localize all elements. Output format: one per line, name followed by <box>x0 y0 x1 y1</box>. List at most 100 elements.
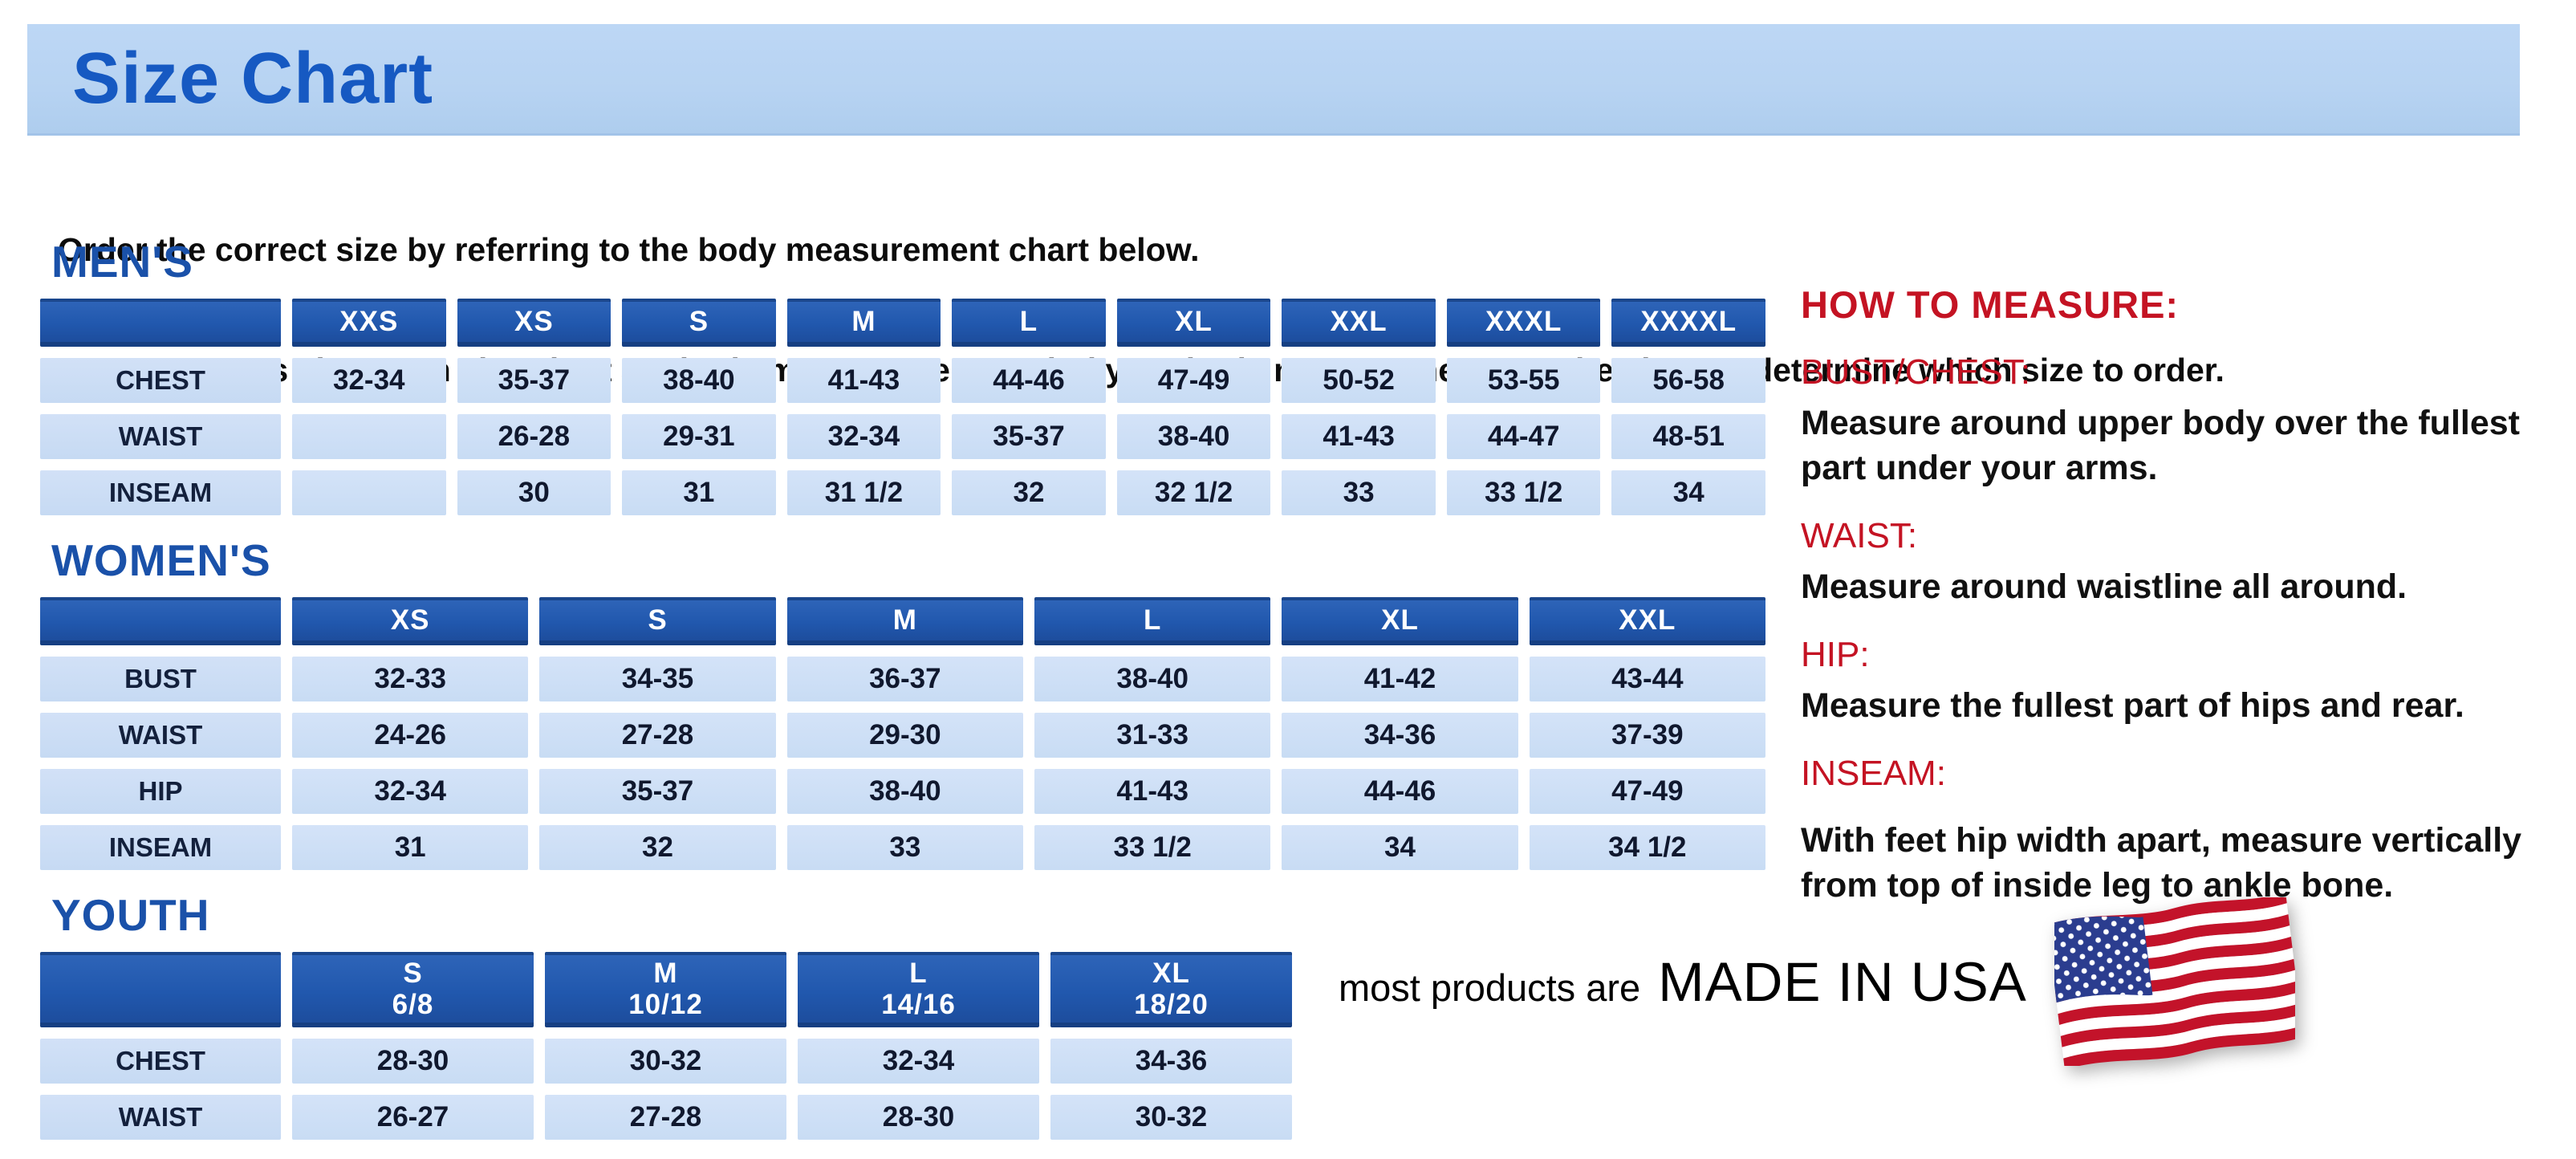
size-value-cell: 37-39 <box>1529 713 1765 758</box>
section-heading-womens: WOMEN'S <box>51 535 271 585</box>
intro-line-1: Order the correct size by referring to t… <box>58 231 1200 268</box>
measure-item-label: WAIST: <box>1801 516 1918 555</box>
size-value-cell: 31 <box>622 470 776 515</box>
column-header-cell: XXXXL <box>1611 299 1765 347</box>
size-value-cell: 44-46 <box>1282 769 1518 814</box>
size-value-cell: 32-34 <box>798 1039 1039 1084</box>
column-header-cell: M 10/12 <box>545 952 786 1027</box>
column-header-cell: XL <box>1116 299 1271 347</box>
size-value-cell: 27-28 <box>539 713 776 758</box>
size-value-cell: 43-44 <box>1529 657 1765 702</box>
size-value-cell: 35-37 <box>457 358 611 403</box>
row-label-cell: WAIST <box>40 1095 281 1140</box>
measure-item-label: BUST/CHEST: <box>1801 352 2031 392</box>
column-header-cell: XXL <box>1282 299 1436 347</box>
measure-item-label: INSEAM: <box>1801 754 1946 793</box>
size-value-cell: 38-40 <box>622 358 776 403</box>
size-value-cell: 44-46 <box>952 358 1106 403</box>
measure-item-text: Measure the fullest part of hips and rea… <box>1801 686 2464 725</box>
size-value-cell: 34 <box>1282 825 1518 870</box>
size-value-cell: 53-55 <box>1446 358 1601 403</box>
made-in-usa-note: most products are MADE IN USA <box>1339 897 2295 1066</box>
size-value-cell: 26-27 <box>292 1095 534 1140</box>
size-value-cell: 41-43 <box>786 358 941 403</box>
row-label-cell: INSEAM <box>40 825 281 870</box>
youth-size-table: S 6/8 M 10/12 L 14/16 XL 18/20 CHEST 28-30 30-… <box>40 952 1292 1140</box>
measure-item-label: HIP: <box>1801 635 1870 674</box>
size-value-cell: 38-40 <box>1034 657 1271 702</box>
column-header-cell: L <box>1034 597 1271 645</box>
size-value-cell: 33 1/2 <box>1034 825 1271 870</box>
size-value-cell: 28-30 <box>798 1095 1039 1140</box>
size-value-cell: 32 1/2 <box>1116 470 1271 515</box>
size-value-cell: 33 <box>1282 470 1436 515</box>
column-header-cell: S 6/8 <box>292 952 534 1027</box>
column-header-cell: M <box>786 299 941 347</box>
size-value-cell <box>292 470 446 515</box>
size-value-cell: 24-26 <box>292 713 529 758</box>
size-value-cell: 27-28 <box>545 1095 786 1140</box>
footer-prefix-text: most products are <box>1339 966 1641 1009</box>
column-header-cell: XS <box>292 597 529 645</box>
size-value-cell: 33 <box>786 825 1023 870</box>
size-value-cell: 32 <box>539 825 776 870</box>
size-value-cell: 38-40 <box>786 769 1023 814</box>
column-header-cell: L <box>952 299 1106 347</box>
size-value-cell: 29-31 <box>622 414 776 459</box>
column-header-cell: S <box>539 597 776 645</box>
column-header-cell: S <box>622 299 776 347</box>
size-value-cell: 35-37 <box>952 414 1106 459</box>
row-label-cell: CHEST <box>40 1039 281 1084</box>
size-value-cell: 41-43 <box>1282 414 1436 459</box>
column-header-cell: XL 18/20 <box>1050 952 1292 1027</box>
usa-flag-icon <box>2054 897 2295 1066</box>
size-value-cell: 32-34 <box>292 769 529 814</box>
table-corner-cell <box>40 299 281 347</box>
column-header-cell: XXL <box>1529 597 1765 645</box>
table-corner-cell <box>40 597 281 645</box>
row-label-cell: INSEAM <box>40 470 281 515</box>
size-value-cell: 36-37 <box>786 657 1023 702</box>
column-header-cell: L 14/16 <box>798 952 1039 1027</box>
table-corner-cell <box>40 952 281 1027</box>
size-value-cell: 35-37 <box>539 769 776 814</box>
size-value-cell: 31-33 <box>1034 713 1271 758</box>
size-value-cell: 34-36 <box>1050 1039 1292 1084</box>
footer-text: most products are MADE IN USA <box>1339 950 2027 1014</box>
size-value-cell: 41-43 <box>1034 769 1271 814</box>
measure-item-hip: HIP: Measure the fullest part of hips an… <box>1801 635 2531 728</box>
size-value-cell: 28-30 <box>292 1039 534 1084</box>
womens-size-table: XS S M L XL XXL BUST 32-33 34-35 36-37 38-40 41-42 4… <box>40 597 1765 870</box>
column-header-cell: XXXL <box>1446 299 1601 347</box>
size-tables-column: MEN'S XXS XS S M L XL XXL XXXL XXXXL CHEST 32-34 35… <box>40 231 1765 1159</box>
size-value-cell: 47-49 <box>1116 358 1271 403</box>
size-value-cell: 38-40 <box>1116 414 1271 459</box>
measure-item-text: With feet hip width apart, measure verti… <box>1801 821 2522 905</box>
size-value-cell: 44-47 <box>1446 414 1601 459</box>
page-title: Size Chart <box>72 38 434 119</box>
size-value-cell: 34-36 <box>1282 713 1518 758</box>
column-header-cell: XXS <box>292 299 446 347</box>
size-value-cell: 32 <box>952 470 1106 515</box>
size-value-cell: 30-32 <box>1050 1095 1292 1140</box>
size-value-cell: 32-34 <box>292 358 446 403</box>
row-label-cell: WAIST <box>40 713 281 758</box>
measure-item-waist: WAIST: Measure around waistline all arou… <box>1801 516 2531 609</box>
size-value-cell: 30-32 <box>545 1039 786 1084</box>
measure-item-inseam: INSEAM: With feet hip width apart, measu… <box>1801 754 2531 908</box>
measure-item-text: Measure around upper body over the fulle… <box>1801 404 2520 487</box>
size-value-cell: 34-35 <box>539 657 776 702</box>
how-to-measure-panel: HOW TO MEASURE: BUST/CHEST: Measure arou… <box>1801 283 2531 908</box>
measure-item-bust-chest: BUST/CHEST: Measure around upper body ov… <box>1801 352 2531 490</box>
size-value-cell: 48-51 <box>1611 414 1765 459</box>
section-heading-mens: MEN'S <box>51 237 193 287</box>
size-value-cell: 32-34 <box>786 414 941 459</box>
size-value-cell: 26-28 <box>457 414 611 459</box>
row-label-cell: HIP <box>40 769 281 814</box>
size-value-cell: 31 1/2 <box>786 470 941 515</box>
size-value-cell: 29-30 <box>786 713 1023 758</box>
size-value-cell: 50-52 <box>1282 358 1436 403</box>
size-value-cell: 56-58 <box>1611 358 1765 403</box>
column-header-cell: M <box>786 597 1023 645</box>
size-value-cell: 47-49 <box>1529 769 1765 814</box>
